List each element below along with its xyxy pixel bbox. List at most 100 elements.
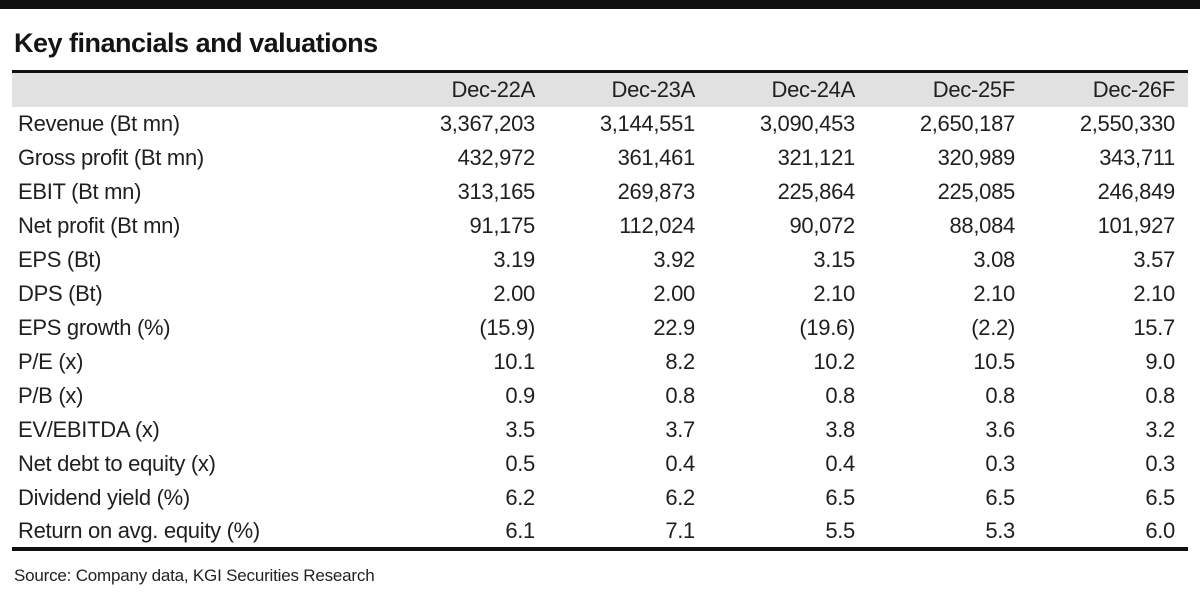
row-label: Return on avg. equity (%): [18, 517, 260, 543]
cell-value: 0.9: [505, 382, 535, 408]
cell-value: 2.10: [973, 280, 1015, 306]
row-label: Dividend yield (%): [18, 484, 190, 510]
cell-value: 2.00: [653, 280, 695, 306]
table-row: Revenue (Bt mn) 3,367,203 3,144,551 3,090,4…: [12, 107, 1188, 141]
table-row: EV/EBITDA (x) 3.5 3.7 3.8 3.6 3.2: [12, 413, 1188, 447]
cell-value: (19.6): [799, 314, 855, 340]
cell-value: 7.1: [665, 517, 695, 543]
cell-value: 6.5: [1145, 484, 1175, 510]
table-row: Net profit (Bt mn) 91,175 112,024 90,072 88,…: [12, 209, 1188, 243]
cell-value: (2.2): [971, 314, 1015, 340]
table-row: P/B (x) 0.9 0.8 0.8 0.8 0.8: [12, 379, 1188, 413]
cell-value: 6.5: [985, 484, 1015, 510]
cell-value: 2,650,187: [919, 110, 1015, 136]
cell-value: 0.8: [1145, 382, 1175, 408]
cell-value: 0.8: [665, 382, 695, 408]
cell-value: 0.4: [665, 450, 695, 476]
cell-value: 343,711: [1099, 144, 1175, 170]
row-label: DPS (Bt): [18, 280, 103, 306]
cell-value: 6.0: [1145, 517, 1175, 543]
cell-value: 3,367,203: [439, 110, 535, 136]
row-label: P/E (x): [18, 348, 84, 374]
page-title: Key financials and valuations: [14, 28, 378, 58]
cell-value: 432,972: [457, 144, 536, 170]
cell-value: 269,873: [617, 178, 696, 204]
column-header: Dec-26F: [1092, 76, 1176, 102]
cell-value: 3,090,453: [759, 110, 855, 136]
cell-value: 91,175: [469, 212, 536, 238]
cell-value: 3.5: [505, 416, 535, 442]
cell-value: 0.3: [985, 450, 1015, 476]
cell-value: 101,927: [1097, 212, 1176, 238]
header-spacer-cell: [12, 72, 388, 107]
cell-value: 6.2: [505, 484, 535, 510]
cell-value: 0.3: [1145, 450, 1175, 476]
cell-value: 88,084: [949, 212, 1016, 238]
cell-value: 8.2: [665, 348, 695, 374]
cell-value: 320,989: [937, 144, 1016, 170]
table-body: Revenue (Bt mn) 3,367,203 3,144,551 3,090,4…: [12, 107, 1188, 549]
row-label: EPS growth (%): [18, 314, 171, 340]
cell-value: 3.92: [653, 246, 695, 272]
cell-value: 6.5: [825, 484, 855, 510]
row-label: Gross profit (Bt mn): [18, 144, 204, 170]
cell-value: 6.2: [665, 484, 695, 510]
row-label: P/B (x): [18, 382, 84, 408]
source-note: Source: Company data, KGI Securities Res…: [14, 565, 375, 585]
cell-value: 3.7: [665, 416, 695, 442]
top-divider-bar: [0, 0, 1200, 9]
cell-value: 112,024: [619, 212, 695, 238]
table-row: DPS (Bt) 2.00 2.00 2.10 2.10 2.10: [12, 277, 1188, 311]
cell-value: 9.0: [1145, 348, 1175, 374]
cell-value: 10.1: [493, 348, 535, 374]
cell-value: 321,121: [777, 144, 856, 170]
cell-value: 3,144,551: [599, 110, 695, 136]
key-financials-table: Dec-22A Dec-23A Dec-24A Dec-25F Dec-26F Reve…: [12, 70, 1188, 551]
table-row: Net debt to equity (x) 0.5 0.4 0.4 0.3 0.3: [12, 447, 1188, 481]
table-row: Dividend yield (%) 6.2 6.2 6.5 6.5 6.5: [12, 481, 1188, 515]
table-row: EBIT (Bt mn) 313,165 269,873 225,864 225,085…: [12, 175, 1188, 209]
cell-value: 10.5: [973, 348, 1015, 374]
cell-value: 2,550,330: [1079, 110, 1175, 136]
cell-value: 3.15: [813, 246, 855, 272]
row-label: Revenue (Bt mn): [18, 110, 180, 136]
cell-value: (15.9): [479, 314, 535, 340]
cell-value: 2.10: [813, 280, 855, 306]
cell-value: 0.4: [825, 450, 855, 476]
cell-value: 5.5: [825, 517, 855, 543]
table-row: EPS (Bt) 3.19 3.92 3.15 3.08 3.57: [12, 243, 1188, 277]
cell-value: 313,165: [457, 178, 536, 204]
cell-value: 6.1: [505, 517, 535, 543]
cell-value: 15.7: [1133, 314, 1175, 340]
cell-value: 361,461: [617, 144, 696, 170]
table-row: P/E (x) 10.1 8.2 10.2 10.5 9.0: [12, 345, 1188, 379]
column-header: Dec-22A: [451, 76, 536, 102]
cell-value: 246,849: [1097, 178, 1176, 204]
row-label: Net debt to equity (x): [18, 450, 216, 476]
cell-value: 0.5: [505, 450, 535, 476]
cell-value: 0.8: [825, 382, 855, 408]
cell-value: 3.08: [973, 246, 1015, 272]
cell-value: 3.2: [1145, 416, 1175, 442]
table-row: Return on avg. equity (%) 6.1 7.1 5.5 5.3 6.0: [12, 515, 1188, 549]
cell-value: 5.3: [985, 517, 1015, 543]
cell-value: 225,085: [937, 178, 1016, 204]
cell-value: 2.10: [1133, 280, 1175, 306]
column-header: Dec-25F: [932, 76, 1016, 102]
row-label: Net profit (Bt mn): [18, 212, 181, 238]
cell-value: 0.8: [985, 382, 1015, 408]
row-label: EPS (Bt): [18, 246, 102, 272]
cell-value: 225,864: [777, 178, 856, 204]
cell-value: 22.9: [653, 314, 695, 340]
table-header-row: Dec-22A Dec-23A Dec-24A Dec-25F Dec-26F: [12, 71, 1188, 107]
cell-value: 90,072: [789, 212, 856, 238]
row-label: EV/EBITDA (x): [18, 416, 160, 442]
column-header: Dec-23A: [611, 76, 696, 102]
cell-value: 2.00: [493, 280, 535, 306]
column-header: Dec-24A: [771, 76, 856, 102]
cell-value: 3.57: [1133, 246, 1175, 272]
table-row: EPS growth (%) (15.9) 22.9 (19.6) (2.2) 15.7: [12, 311, 1188, 345]
cell-value: 10.2: [813, 348, 855, 374]
cell-value: 3.19: [493, 246, 535, 272]
cell-value: 3.6: [985, 416, 1015, 442]
